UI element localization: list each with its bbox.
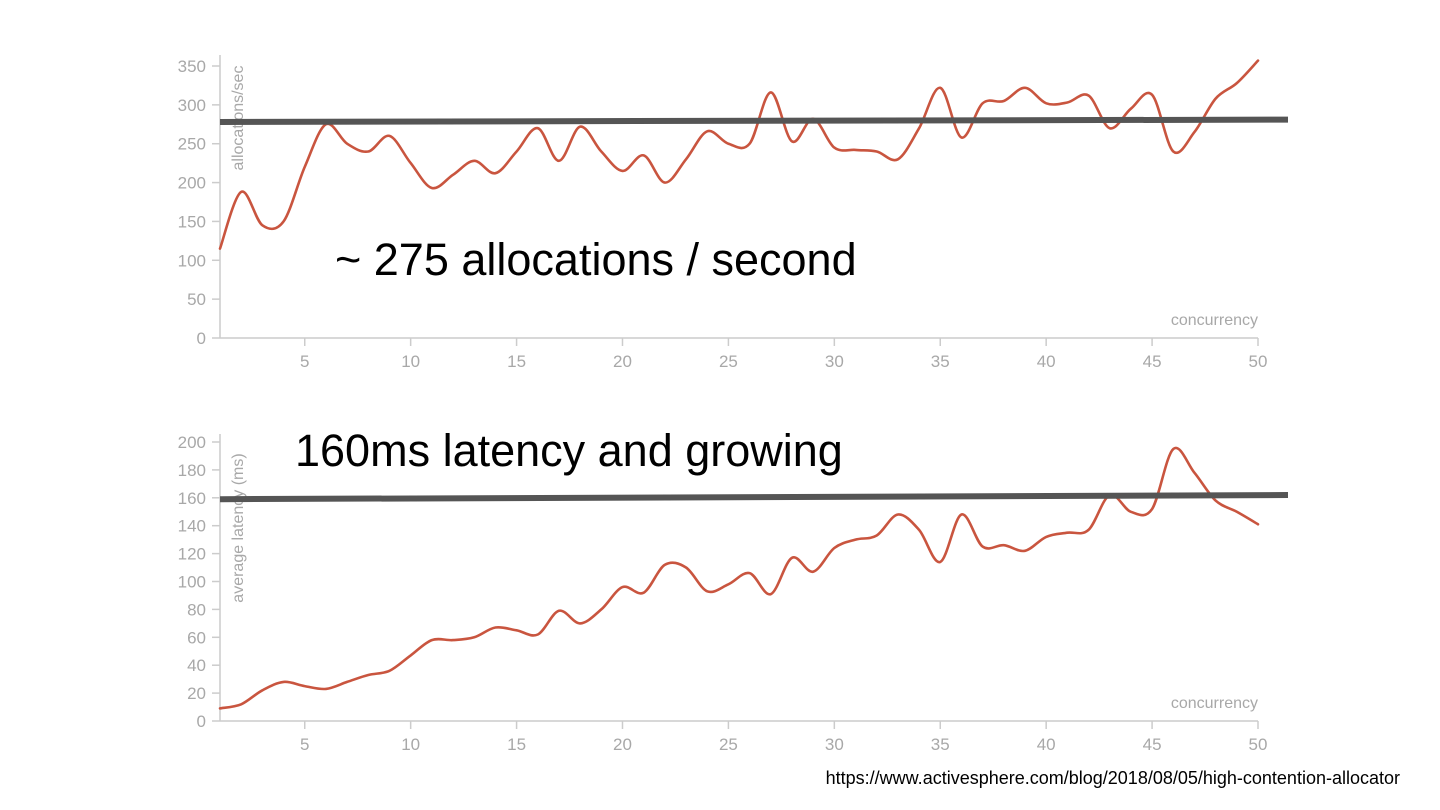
chart0-y-tick-label: 350 <box>178 57 206 76</box>
chart0-y-tick-label: 0 <box>197 329 206 348</box>
chart1-x-tick-label: 45 <box>1143 735 1162 754</box>
chart1-y-tick-label: 200 <box>178 433 206 452</box>
chart1-y-tick-label: 180 <box>178 461 206 480</box>
chart1-y-tick-label: 60 <box>187 628 206 647</box>
source-url[interactable]: https://www.activesphere.com/blog/2018/0… <box>825 768 1400 788</box>
chart0-series-line <box>218 59 1260 250</box>
chart0-x-tick-label: 35 <box>931 352 950 371</box>
chart0-y-tick-label: 50 <box>187 290 206 309</box>
chart0-x-tick-label: 20 <box>613 352 632 371</box>
chart0-x-tick-label: 15 <box>507 352 526 371</box>
chart1-y-tick-label: 0 <box>197 712 206 731</box>
chart0-y-tick-label: 100 <box>178 251 206 270</box>
chart1-y-tick-label: 40 <box>187 656 206 675</box>
chart1-y-tick-label: 120 <box>178 545 206 564</box>
chart1-y-tick-label: 160 <box>178 489 206 508</box>
chart0-x-tick-label: 30 <box>825 352 844 371</box>
chart0-reference-line <box>219 116 1289 125</box>
chart1-x-tick-label: 50 <box>1249 735 1268 754</box>
chart1-x-tick-label: 15 <box>507 735 526 754</box>
chart1-x-tick-label: 5 <box>300 735 309 754</box>
chart1-series-line <box>218 446 1260 710</box>
chart0-y-tick-label: 300 <box>178 96 206 115</box>
chart1-x-tick-label: 40 <box>1037 735 1056 754</box>
chart1-y-tick-label: 100 <box>178 573 206 592</box>
chart1-y-axis-label: average latency (ms) <box>230 453 247 602</box>
chart1-x-tick-label: 35 <box>931 735 950 754</box>
chart0-x-axis-label: concurrency <box>1171 312 1258 329</box>
chart1-y-tick-label: 20 <box>187 684 206 703</box>
chart0-x-tick-label: 25 <box>719 352 738 371</box>
chart1-x-tick-label: 10 <box>401 735 420 754</box>
chart1-x-axis-label: concurrency <box>1171 695 1258 712</box>
chart1-x-tick-label: 25 <box>719 735 738 754</box>
chart0-y-tick-label: 250 <box>178 135 206 154</box>
chart1-reference-line <box>219 492 1289 503</box>
chart0-x-tick-label: 10 <box>401 352 420 371</box>
chart0-y-axis-label: allocations/sec <box>230 66 247 171</box>
chart0-x-tick-label: 40 <box>1037 352 1056 371</box>
chart0-x-tick-label: 5 <box>300 352 309 371</box>
chart1-y-tick-label: 140 <box>178 517 206 536</box>
chart0-x-tick-label: 50 <box>1249 352 1268 371</box>
allocations-chart: 0 50 100 150 200 250 300 350 5 10 15 20 25 30 35 40 45 50… <box>178 55 1289 371</box>
chart1-y-tick-label: 80 <box>187 600 206 619</box>
chart1-annotation: 160ms latency and growing <box>295 425 843 476</box>
chart1-x-tick-label: 30 <box>825 735 844 754</box>
chart1-x-tick-label: 20 <box>613 735 632 754</box>
latency-chart: 0 20 40 60 80 100 120 140 160 180 200 5 10 15 20 25 30 35… <box>178 425 1289 754</box>
chart0-y-tick-label: 150 <box>178 212 206 231</box>
chart0-annotation: ~ 275 allocations / second <box>335 234 857 285</box>
chart0-y-tick-label: 200 <box>178 174 206 193</box>
chart0-x-tick-label: 45 <box>1143 352 1162 371</box>
